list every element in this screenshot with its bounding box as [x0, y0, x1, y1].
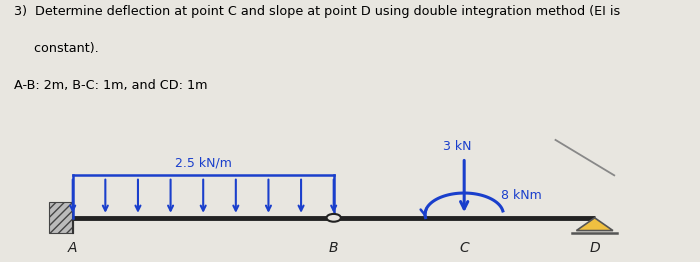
Text: 8 kNm: 8 kNm: [500, 189, 542, 202]
Text: C: C: [459, 241, 469, 255]
Text: 3 kN: 3 kN: [443, 140, 472, 153]
Text: A: A: [68, 241, 78, 255]
Text: constant).: constant).: [14, 42, 99, 55]
Text: 3)  Determine deflection at point C and slope at point D using double integratio: 3) Determine deflection at point C and s…: [14, 5, 620, 18]
Text: A-B: 2m, B-C: 1m, and CD: 1m: A-B: 2m, B-C: 1m, and CD: 1m: [14, 79, 207, 92]
Circle shape: [326, 214, 341, 222]
Text: D: D: [589, 241, 600, 255]
Polygon shape: [576, 218, 613, 231]
Text: B: B: [329, 241, 338, 255]
Bar: [49, 202, 73, 233]
Text: 2.5 kN/m: 2.5 kN/m: [175, 157, 232, 170]
